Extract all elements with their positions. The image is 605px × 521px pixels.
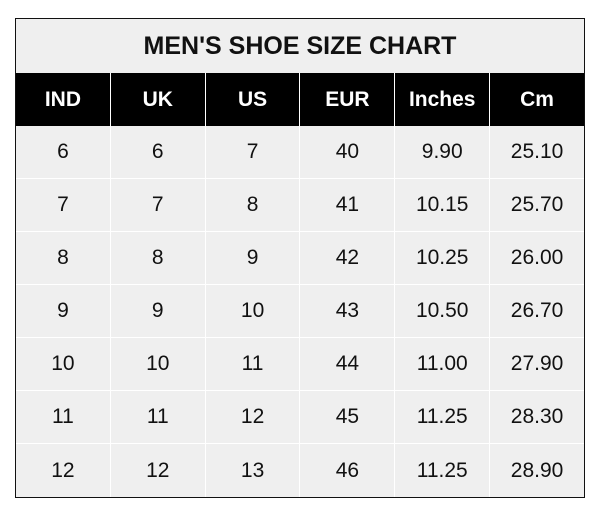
table-row: 9 9 10 43 10.50 26.70 [16, 285, 584, 338]
size-chart-table: MEN'S SHOE SIZE CHART IND UK US EUR Inches Cm… [15, 18, 585, 498]
table-cell: 11 [110, 391, 206, 444]
table-cell: 43 [300, 285, 396, 338]
table-body: 6 6 7 40 9.90 25.10 7 7 8 41 10.15 25.70 8 8 9 42 10.25 2… [16, 126, 584, 497]
table-cell: 41 [300, 179, 396, 232]
column-header: EUR [300, 73, 396, 126]
table-cell: 11.25 [395, 391, 491, 444]
table-row: 11 11 12 45 11.25 28.30 [16, 391, 584, 444]
table-cell: 10.15 [395, 179, 491, 232]
table-cell: 40 [300, 126, 396, 179]
table-cell: 6 [110, 126, 206, 179]
table-cell: 7 [205, 126, 301, 179]
table-cell: 9.90 [395, 126, 491, 179]
table-cell: 10.50 [395, 285, 491, 338]
table-row: 8 8 9 42 10.25 26.00 [16, 232, 584, 285]
table-cell: 10 [205, 285, 301, 338]
table-cell: 6 [16, 126, 111, 179]
table-cell: 12 [111, 444, 206, 497]
table-cell: 12 [16, 444, 111, 497]
table-cell: 10.25 [395, 232, 491, 285]
table-cell: 10 [110, 338, 206, 391]
table-title: MEN'S SHOE SIZE CHART [143, 31, 457, 60]
table-cell: 25.10 [490, 126, 584, 179]
table-cell: 26.00 [490, 232, 584, 285]
table-cell: 28.30 [490, 391, 584, 444]
table-cell: 7 [16, 179, 111, 232]
table-cell: 28.90 [510, 458, 564, 482]
table-cell: 11.25 [395, 444, 491, 497]
table-cell: 46 [300, 444, 396, 497]
table-cell: 11.00 [395, 338, 491, 391]
table-cell: 44 [300, 338, 396, 391]
table-cell: 12 [205, 391, 301, 444]
table-cell: 8 [205, 179, 301, 232]
table-cell: 11 [16, 391, 111, 444]
table-cell: 27.90 [490, 338, 584, 391]
table-cell: 42 [300, 232, 396, 285]
table-cell: 7 [110, 179, 206, 232]
table-cell: 13 [206, 444, 301, 497]
table-cell: 8 [110, 232, 206, 285]
table-cell: 9 [110, 285, 206, 338]
column-header: Cm [490, 73, 584, 126]
table-cell: 9 [16, 285, 111, 338]
table-cell: 10 [16, 338, 111, 391]
column-header: Inches [395, 73, 491, 126]
header-row: IND UK US EUR Inches Cm [16, 73, 584, 126]
column-header: UK [110, 73, 206, 126]
table-cell: 9 [205, 232, 301, 285]
column-header: IND [16, 73, 111, 126]
table-row: 6 6 7 40 9.90 25.10 [16, 126, 584, 179]
column-header: US [205, 73, 301, 126]
table-cell: 8 [16, 232, 111, 285]
table-cell: 26.70 [490, 285, 584, 338]
table-row: 12 12 13 46 11.25 28.90 [16, 444, 584, 497]
table-cell: 11 [205, 338, 301, 391]
table-cell: 25.70 [490, 179, 584, 232]
table-row: 10 10 11 44 11.00 27.90 [16, 338, 584, 391]
table-cell: 45 [300, 391, 396, 444]
table-row: 7 7 8 41 10.15 25.70 [16, 179, 584, 232]
